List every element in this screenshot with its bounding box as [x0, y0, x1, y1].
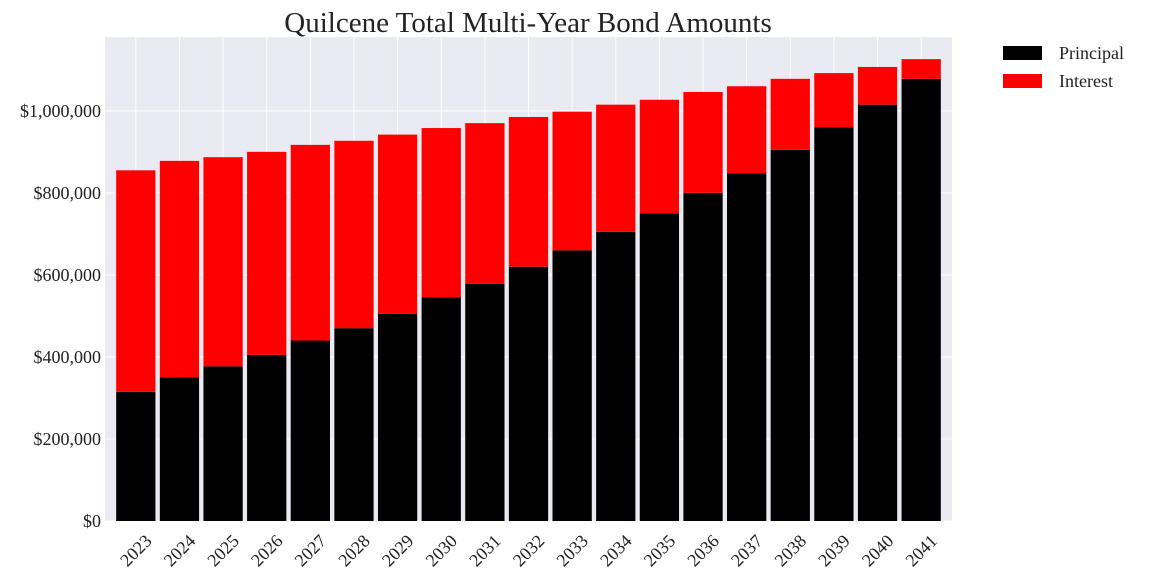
bar-interest-2024	[159, 160, 200, 378]
bar-principal-2034	[596, 231, 636, 521]
bar-interest-2038	[770, 78, 810, 150]
x-axis-ticks: 2023 2024 2025 2026 2027 2028 2029 2030 2031 2032…	[116, 531, 941, 571]
x-tick-label: 2026	[247, 531, 287, 571]
x-tick-label: 2035	[640, 531, 680, 571]
bar-interest-2039	[814, 73, 854, 128]
x-tick-label: 2038	[771, 531, 811, 571]
legend: Principal Interest	[1003, 43, 1124, 91]
x-tick-label: 2028	[334, 531, 374, 571]
bar-interest-2033	[552, 111, 592, 251]
bar-interest-2031	[465, 123, 505, 284]
bar-principal-2035	[639, 213, 680, 522]
bar-principal-2028	[334, 328, 374, 521]
x-tick-label: 2031	[465, 531, 505, 571]
bar-principal-2023	[116, 391, 156, 521]
x-tick-label: 2029	[378, 531, 418, 571]
bar-principal-2027	[290, 340, 330, 521]
legend-label-interest: Interest	[1059, 71, 1113, 91]
y-tick-label: $1,000,000	[20, 101, 101, 121]
x-tick-label: 2036	[683, 531, 723, 571]
bar-principal-2029	[377, 313, 418, 521]
bar-principal-2036	[683, 192, 723, 521]
bar-principal-2040	[857, 104, 898, 521]
bar-interest-2029	[377, 134, 418, 314]
y-tick-label: $0	[83, 511, 101, 531]
x-tick-label: 2032	[509, 531, 549, 571]
x-tick-label: 2030	[422, 531, 462, 571]
bar-interest-2027	[290, 144, 330, 341]
bar-principal-2041	[901, 78, 941, 522]
bar-interest-2025	[203, 157, 243, 367]
legend-label-principal: Principal	[1059, 43, 1124, 63]
x-tick-label: 2023	[116, 531, 156, 571]
bar-interest-2026	[247, 151, 287, 355]
bar-interest-2023	[116, 170, 156, 392]
bar-interest-2040	[857, 66, 898, 105]
x-tick-label: 2033	[552, 531, 592, 571]
legend-swatch-principal	[1003, 46, 1042, 60]
bar-interest-2041	[901, 59, 941, 79]
x-tick-label: 2027	[291, 531, 331, 571]
x-tick-label: 2037	[727, 531, 767, 571]
x-tick-label: 2024	[160, 531, 200, 571]
x-tick-label: 2041	[901, 531, 941, 571]
bar-interest-2030	[421, 128, 461, 298]
y-axis-ticks: $0 $200,000 $400,000 $600,000 $800,000 $1,000…	[20, 101, 101, 531]
bars	[116, 59, 941, 522]
bar-principal-2038	[770, 149, 810, 521]
bar-principal-2025	[203, 366, 243, 521]
bar-interest-2028	[334, 140, 374, 329]
chart-title: Quilcene Total Multi-Year Bond Amounts	[284, 7, 771, 39]
legend-swatch-interest	[1003, 74, 1042, 88]
bar-principal-2032	[508, 266, 549, 521]
bar-principal-2026	[247, 354, 287, 521]
bar-interest-2035	[639, 99, 680, 214]
bar-principal-2030	[421, 297, 461, 521]
bar-interest-2034	[596, 104, 636, 232]
y-tick-label: $800,000	[34, 183, 102, 203]
bar-interest-2036	[683, 91, 723, 193]
bar-interest-2032	[508, 116, 549, 267]
x-tick-label: 2034	[596, 531, 636, 571]
bar-interest-2037	[727, 86, 767, 174]
x-tick-label: 2039	[814, 531, 854, 571]
y-tick-label: $400,000	[34, 347, 102, 367]
x-tick-label: 2025	[203, 531, 243, 571]
x-tick-label: 2040	[858, 531, 898, 571]
bar-principal-2037	[727, 173, 767, 521]
y-tick-label: $200,000	[34, 429, 102, 449]
bar-principal-2031	[465, 283, 505, 521]
bar-principal-2039	[814, 127, 854, 521]
bar-principal-2033	[552, 250, 592, 521]
y-tick-label: $600,000	[34, 265, 102, 285]
bar-principal-2024	[159, 377, 200, 521]
